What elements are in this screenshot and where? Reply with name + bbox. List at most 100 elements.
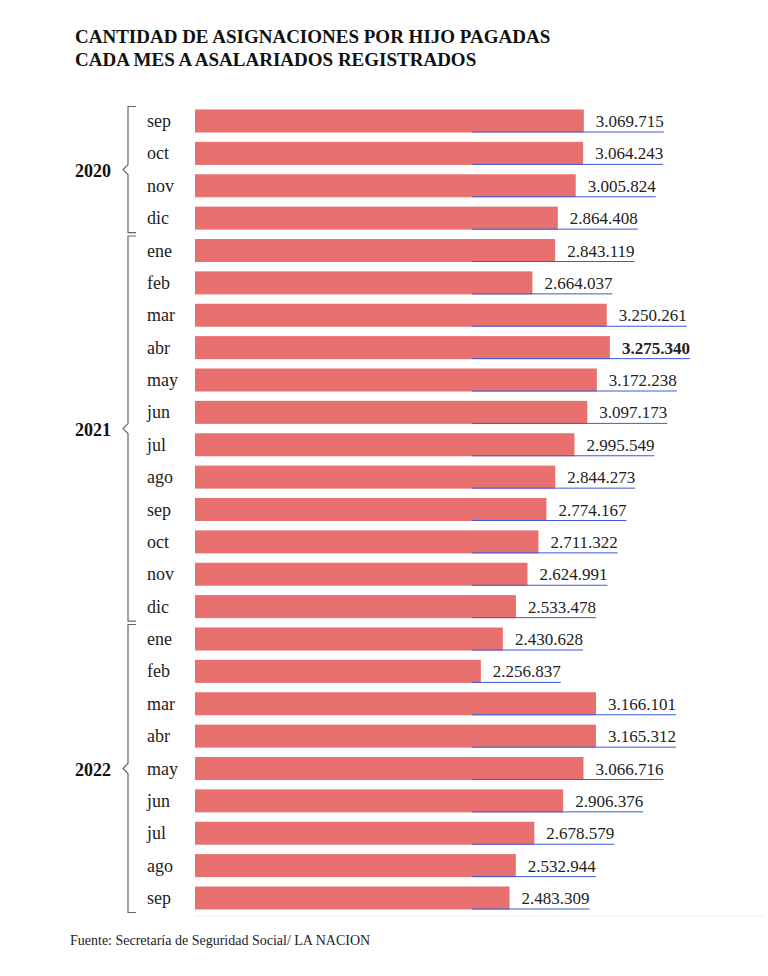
bar (195, 854, 516, 877)
label-underline (472, 229, 638, 230)
category-label: oct (147, 532, 169, 552)
label-underline (472, 909, 590, 910)
bar (195, 401, 587, 424)
label-underline (472, 132, 664, 133)
category-label: dic (147, 597, 169, 617)
labels: sep 3.069.715 oct 3.064.243 nov 3.005.824 dic 2… (146, 111, 690, 909)
value-label: 2.906.376 (575, 792, 643, 811)
category-label: abr (147, 726, 170, 746)
value-label: 2.678.579 (546, 824, 614, 843)
category-label: feb (147, 273, 170, 293)
category-label: may (147, 759, 178, 779)
bar (195, 628, 503, 651)
title-line: CANTIDAD DE ASIGNACIONES POR HIJO PAGADA… (75, 26, 550, 47)
bar (195, 466, 555, 489)
value-label: 2.844.273 (567, 468, 635, 487)
bar (195, 822, 534, 845)
bar (195, 336, 610, 359)
group-bracket (123, 107, 136, 233)
bar (195, 304, 607, 327)
bar (195, 595, 516, 618)
label-underline (472, 293, 612, 294)
bar (195, 142, 583, 165)
label-underline (472, 747, 676, 748)
value-label: 2.533.478 (528, 598, 596, 617)
value-label: 2.483.309 (522, 889, 590, 908)
group-label: 2022 (75, 760, 111, 780)
label-underline (472, 164, 663, 165)
bar (195, 207, 558, 230)
category-label: sep (147, 500, 171, 520)
category-label: dic (147, 208, 169, 228)
value-label: 2.532.944 (528, 857, 597, 876)
value-label: 2.711.322 (550, 533, 617, 552)
bar (195, 433, 574, 456)
title-line: CADA MES A ASALARIADOS REGISTRADOS (75, 49, 476, 70)
category-label: may (147, 370, 178, 390)
label-underline (472, 261, 635, 262)
bar (195, 563, 527, 586)
title: CANTIDAD DE ASIGNACIONES POR HIJO PAGADA… (75, 26, 550, 70)
group-label: 2021 (75, 420, 111, 440)
label-underline (472, 650, 583, 651)
value-label: 3.069.715 (596, 112, 664, 131)
label-underline (472, 552, 618, 553)
category-label: sep (147, 888, 171, 908)
group-label: 2020 (75, 161, 111, 181)
category-label: jun (146, 791, 170, 811)
value-label: 3.165.312 (608, 727, 676, 746)
value-label: 3.064.243 (595, 144, 663, 163)
category-label: nov (147, 176, 174, 196)
bar (195, 757, 583, 780)
label-underline (472, 779, 663, 780)
label-underline (472, 423, 667, 424)
category-label: sep (147, 111, 171, 131)
value-label: 3.066.716 (595, 760, 663, 779)
source: Fuente: Secretaría de Seguridad Social/ … (70, 933, 370, 948)
label-underline (472, 617, 596, 618)
category-label: feb (147, 661, 170, 681)
bar (195, 530, 538, 553)
value-label: 2.430.628 (515, 630, 583, 649)
label-underline (472, 876, 596, 877)
bar (195, 789, 563, 812)
bar (195, 239, 555, 262)
bar (195, 725, 596, 748)
value-label: 3.172.238 (609, 371, 677, 390)
value-label: 2.774.167 (558, 501, 627, 520)
bar (195, 660, 481, 683)
category-label: oct (147, 143, 169, 163)
bar (195, 692, 596, 715)
category-label: abr (147, 338, 170, 358)
value-label: 3.250.261 (619, 306, 687, 325)
label-underline (472, 714, 676, 715)
group-bracket (123, 236, 136, 621)
label-underline (472, 520, 626, 521)
label-underline (472, 391, 677, 392)
category-label: jul (146, 435, 166, 455)
value-label: 3.097.173 (599, 403, 667, 422)
value-label: 2.843.119 (567, 242, 634, 261)
value-label: 2.624.991 (539, 565, 607, 584)
label-underline (472, 585, 607, 586)
bar (195, 271, 532, 294)
label-underline (472, 358, 690, 359)
value-label: 2.995.549 (586, 436, 654, 455)
value-label: 2.664.037 (544, 274, 613, 293)
label-underline (472, 844, 614, 845)
category-label: ene (147, 241, 172, 261)
label-underline (472, 488, 635, 489)
value-label: 3.005.824 (588, 177, 657, 196)
chart: CANTIDAD DE ASIGNACIONES POR HIJO PAGADA… (0, 0, 768, 976)
category-label: mar (147, 694, 175, 714)
label-underline (472, 326, 687, 327)
category-label: ago (147, 856, 173, 876)
category-label: ago (147, 467, 173, 487)
x-axis-line (195, 916, 765, 917)
bar (195, 369, 597, 392)
category-label: ene (147, 629, 172, 649)
label-underline (472, 196, 656, 197)
value-label: 3.166.101 (608, 695, 676, 714)
category-label: jul (146, 823, 166, 843)
bar (195, 498, 546, 521)
